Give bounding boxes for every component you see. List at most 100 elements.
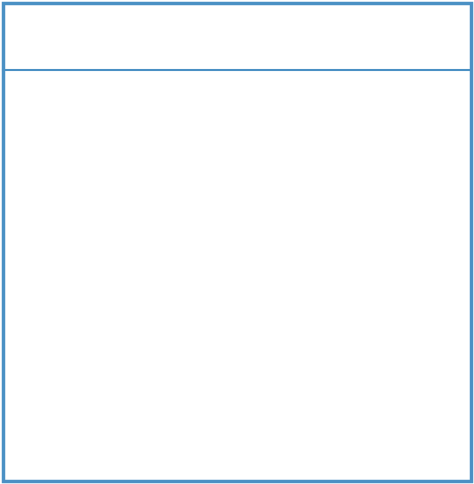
Text: .474: .474 xyxy=(443,424,460,433)
Text: supermarkets: supermarkets xyxy=(79,29,146,39)
Bar xyxy=(3,205,471,226)
Text: .1345: .1345 xyxy=(138,211,160,220)
Text: 11: 11 xyxy=(17,232,28,241)
Text: 3.1318: 3.1318 xyxy=(438,232,465,241)
Text: .551: .551 xyxy=(443,402,460,411)
Text: .0375: .0375 xyxy=(307,338,328,348)
Text: 1.897: 1.897 xyxy=(180,275,202,284)
Text: .120: .120 xyxy=(224,232,241,241)
Text: .305: .305 xyxy=(266,445,283,454)
Text: 4.365: 4.365 xyxy=(349,168,371,178)
Text: .17187: .17187 xyxy=(304,168,331,178)
Text: .0396: .0396 xyxy=(394,338,416,348)
Text: .0747: .0747 xyxy=(138,275,160,284)
Text: GAUGE CHART: GAUGE CHART xyxy=(182,72,292,86)
Text: 3.416: 3.416 xyxy=(180,211,202,220)
Text: .03125: .03125 xyxy=(304,360,331,369)
Text: .08081: .08081 xyxy=(53,254,80,262)
Text: .1084: .1084 xyxy=(394,254,416,262)
Text: .1046: .1046 xyxy=(138,254,160,262)
Text: MM: MM xyxy=(184,133,198,138)
Text: .1532: .1532 xyxy=(394,190,416,198)
Text: 2.053: 2.053 xyxy=(97,254,119,262)
Text: 2.906: 2.906 xyxy=(97,190,119,198)
Text: .01875: .01875 xyxy=(304,402,331,411)
Text: GALVANIZED
STEEL SHEETS: GALVANIZED STEEL SHEETS xyxy=(396,103,454,116)
Text: 1.214: 1.214 xyxy=(180,318,201,326)
Text: 3.038: 3.038 xyxy=(180,232,202,241)
Text: .109: .109 xyxy=(224,254,241,262)
Text: .050: .050 xyxy=(309,318,326,326)
Text: .405: .405 xyxy=(100,402,117,411)
Text: .255: .255 xyxy=(100,445,116,454)
Text: .0625: .0625 xyxy=(307,296,328,305)
Text: .14062: .14062 xyxy=(304,211,331,220)
Text: .15625: .15625 xyxy=(304,190,331,198)
Text: www.metalsupermarkets.com: www.metalsupermarkets.com xyxy=(290,41,466,50)
Text: 30: 30 xyxy=(17,445,28,454)
Text: .0276: .0276 xyxy=(394,381,416,390)
Text: 4.191: 4.191 xyxy=(264,168,286,178)
Text: 1.291: 1.291 xyxy=(97,296,118,305)
Text: 2.656: 2.656 xyxy=(180,254,202,262)
Text: FIND A STORE NEAR YOU: FIND A STORE NEAR YOU xyxy=(310,15,466,26)
Bar xyxy=(3,88,471,130)
Text: .911: .911 xyxy=(182,338,199,348)
Text: BRASS &
ALUMINUM
SHEETS: BRASS & ALUMINUM SHEETS xyxy=(62,99,106,119)
Text: .1382: .1382 xyxy=(394,211,416,220)
Text: 2.769: 2.769 xyxy=(264,254,286,262)
Bar xyxy=(3,183,471,205)
Text: 16: 16 xyxy=(17,296,28,305)
Text: 4.175: 4.175 xyxy=(180,168,202,178)
Text: .476: .476 xyxy=(352,402,369,411)
Text: .305: .305 xyxy=(182,445,200,454)
Text: .607: .607 xyxy=(182,381,200,390)
Text: .028: .028 xyxy=(224,360,241,369)
Text: .3175: .3175 xyxy=(349,445,371,454)
Text: .0120: .0120 xyxy=(138,445,160,454)
Text: .0149: .0149 xyxy=(138,424,160,433)
Bar xyxy=(3,375,471,396)
Text: .0336: .0336 xyxy=(394,360,416,369)
Text: 3.891: 3.891 xyxy=(441,190,462,198)
Bar xyxy=(3,269,471,290)
Bar xyxy=(3,439,471,460)
Text: .635: .635 xyxy=(352,381,369,390)
Text: 22: 22 xyxy=(17,360,28,369)
Text: 10: 10 xyxy=(17,211,28,220)
Text: 2.305: 2.305 xyxy=(97,232,119,241)
Text: .01264: .01264 xyxy=(53,424,80,433)
Text: .889: .889 xyxy=(267,338,283,348)
Bar xyxy=(3,162,471,183)
Text: MM: MM xyxy=(101,133,115,138)
Text: 4.269: 4.269 xyxy=(440,168,462,178)
Text: 28: 28 xyxy=(17,424,28,433)
Bar xyxy=(3,311,471,333)
Text: .165: .165 xyxy=(224,168,241,178)
Text: 4.554: 4.554 xyxy=(180,147,202,156)
Text: .0179: .0179 xyxy=(138,402,160,411)
Text: .0635: .0635 xyxy=(394,296,416,305)
Text: 2.108: 2.108 xyxy=(264,275,286,284)
Text: 1.024: 1.024 xyxy=(97,318,118,326)
Text: .125: .125 xyxy=(310,232,326,241)
Text: 2.778: 2.778 xyxy=(349,254,371,262)
Text: GAUGE
#: GAUGE # xyxy=(9,103,36,116)
Text: .180: .180 xyxy=(224,147,241,156)
Text: INCHES: INCHES xyxy=(136,133,164,138)
Text: .01562: .01562 xyxy=(304,424,331,433)
Text: .148: .148 xyxy=(224,190,241,198)
Text: .01003: .01003 xyxy=(53,445,80,454)
Text: .0157: .0157 xyxy=(394,445,416,454)
Text: .1681: .1681 xyxy=(394,168,416,178)
Text: 3.048: 3.048 xyxy=(264,232,286,241)
Bar xyxy=(3,396,471,418)
Text: .457: .457 xyxy=(266,402,283,411)
Text: .10937: .10937 xyxy=(304,254,331,262)
Text: .018: .018 xyxy=(224,402,241,411)
Text: .1443: .1443 xyxy=(55,147,77,156)
Text: 3.968: 3.968 xyxy=(349,190,371,198)
Text: 3.797: 3.797 xyxy=(180,190,202,198)
Text: .853: .853 xyxy=(443,360,460,369)
Text: .0239: .0239 xyxy=(138,381,160,390)
